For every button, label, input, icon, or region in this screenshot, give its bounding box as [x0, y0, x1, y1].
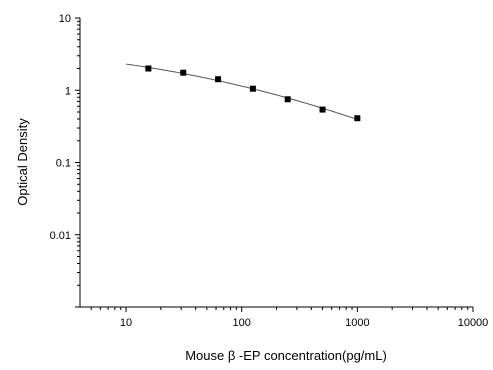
fit-curve	[125, 63, 358, 120]
data-point	[354, 115, 361, 122]
y-tick-label: 1	[65, 85, 71, 97]
y-tick-label: 0.01	[50, 230, 71, 242]
y-tick-label: 0.1	[56, 158, 71, 170]
data-points	[145, 65, 361, 122]
x-tick-label: 10	[120, 317, 132, 329]
y-tick-labels: 10 1 0.1 0.01	[50, 13, 71, 242]
data-point	[180, 69, 187, 76]
data-point	[284, 96, 291, 103]
y-axis-title: Optical Density	[15, 118, 30, 206]
x-axis-ticks	[90, 307, 474, 312]
data-point	[215, 76, 222, 83]
x-tick-label: 1000	[345, 317, 369, 329]
x-axis-title: Mouse β -EP concentration(pg/mL)	[185, 348, 387, 363]
y-tick-label: 10	[59, 13, 71, 25]
data-point	[249, 85, 256, 92]
x-tick-label: 100	[233, 317, 251, 329]
y-axis-ticks	[75, 17, 80, 308]
x-tick-label: 10000	[458, 317, 489, 329]
data-point	[319, 106, 326, 113]
x-tick-labels: 10 100 1000 10000	[120, 317, 488, 329]
data-point	[145, 65, 152, 72]
